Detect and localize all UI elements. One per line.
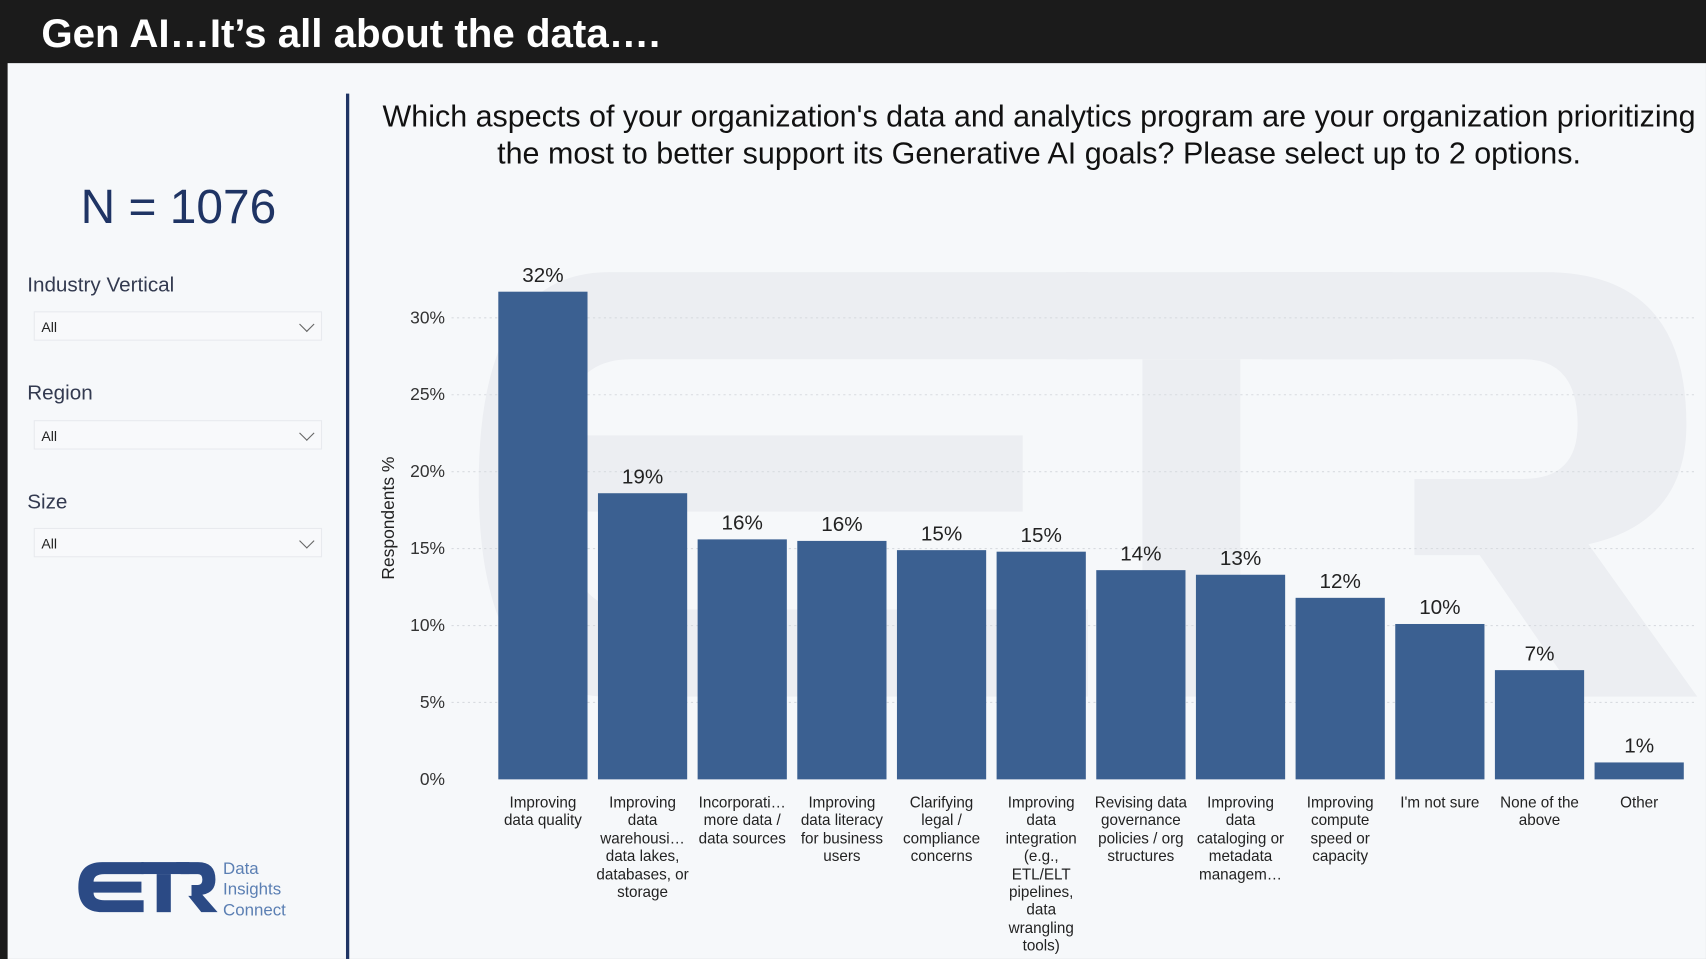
region-dropdown[interactable]: All <box>33 420 323 450</box>
chart-title: Which aspects of your organization's dat… <box>382 99 1696 170</box>
bar <box>1395 623 1485 780</box>
y-tick-label: 25% <box>410 384 445 404</box>
y-axis-label: Respondents % <box>378 457 398 580</box>
x-tick-label: None of the above <box>1500 793 1579 829</box>
x-tick-label: Clarifying legal / compliance concerns <box>903 793 981 865</box>
data-label: 32% <box>522 264 563 287</box>
data-label: 16% <box>722 512 763 535</box>
tagline-data: Data <box>223 859 259 879</box>
bar <box>1295 597 1385 780</box>
x-tick-label: Improving data cataloging or metadata ma… <box>1196 793 1285 883</box>
data-label: 1% <box>1624 735 1654 758</box>
bar <box>498 291 588 780</box>
bar <box>1494 670 1585 780</box>
x-tick-label: Improving data literacy for business use… <box>800 793 883 865</box>
bar <box>597 493 688 780</box>
y-tick-label: 15% <box>410 538 445 558</box>
size-dropdown[interactable]: All <box>33 527 323 558</box>
data-label: 15% <box>921 522 962 545</box>
x-tick-label: Improving data quality <box>503 793 582 829</box>
x-tick-label: Incorporati… more data / data sources <box>698 793 786 847</box>
data-label: 14% <box>1120 542 1161 565</box>
sample-size: N = 1076 <box>80 180 277 235</box>
data-label: 15% <box>1021 524 1062 547</box>
bar <box>1195 574 1286 780</box>
bar <box>797 540 887 780</box>
bar <box>1096 570 1186 780</box>
industry-value: All <box>41 318 58 336</box>
region-value: All <box>41 427 58 445</box>
x-tick-label: Improving compute speed or capacity <box>1306 793 1374 865</box>
size-value: All <box>41 535 58 552</box>
logo-tagline: Data Insights Connect <box>223 859 286 921</box>
y-tick-label: 5% <box>420 692 445 712</box>
sidebar-divider <box>345 93 350 959</box>
x-tick-label: Improving data warehousi… data lakes, da… <box>596 793 689 901</box>
tagline-connect: Connect <box>223 901 286 920</box>
x-tick-label: I'm not sure <box>1400 793 1480 811</box>
data-label: 16% <box>821 513 862 536</box>
data-label: 19% <box>622 465 663 488</box>
header-bar: Gen AI…It’s all about the data…. <box>0 0 1706 64</box>
y-tick-label: 30% <box>410 307 445 327</box>
etr-logo <box>76 858 220 922</box>
x-tick-label: Improving data integration (e.g., ETL/EL… <box>1005 793 1077 954</box>
bar <box>697 539 787 780</box>
y-tick-label: 10% <box>410 615 445 635</box>
slide-title: Gen AI…It’s all about the data…. <box>41 10 661 56</box>
filter-label-region: Region <box>27 382 93 405</box>
tagline-insights: Insights <box>223 880 282 900</box>
bar <box>896 550 987 780</box>
data-label: 10% <box>1419 596 1460 619</box>
data-label: 13% <box>1220 547 1261 570</box>
x-tick-label: Revising data governance policies / org … <box>1094 793 1188 865</box>
bar <box>996 551 1086 780</box>
y-tick-label: 0% <box>420 769 445 789</box>
data-label: 12% <box>1320 570 1361 593</box>
bar <box>1594 762 1684 780</box>
y-tick-label: 20% <box>410 461 445 481</box>
industry-dropdown[interactable]: All <box>33 311 323 341</box>
x-tick-label: Other <box>1620 793 1659 811</box>
filter-label-industry: Industry Vertical <box>27 274 175 298</box>
filter-label-size: Size <box>27 490 68 514</box>
data-label: 7% <box>1525 642 1555 665</box>
